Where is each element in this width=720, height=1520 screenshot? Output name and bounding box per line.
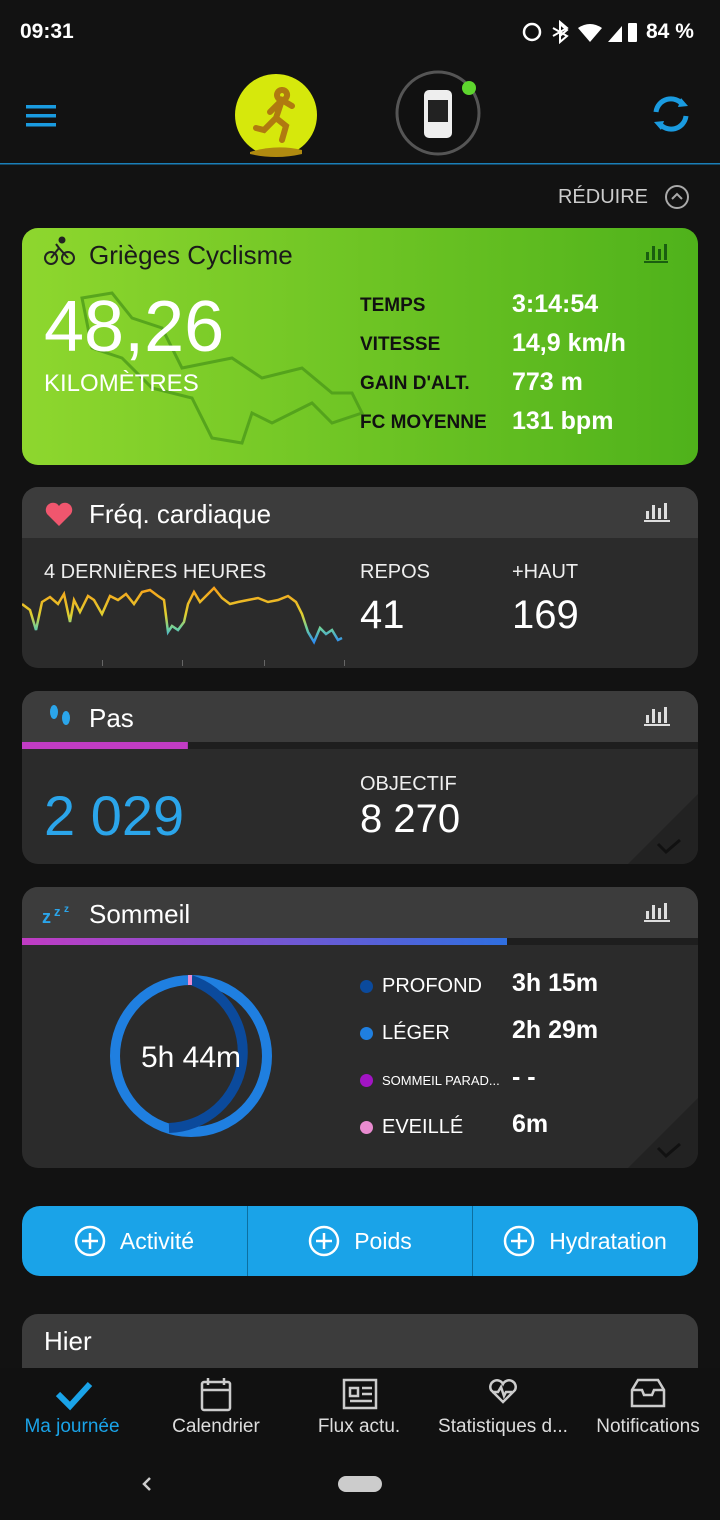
profile-avatar[interactable] bbox=[235, 74, 317, 157]
heart-rate-card[interactable]: Fréq. cardiaque 4 DERNIÈRES HEURES REPOS… bbox=[22, 487, 698, 668]
sleep-stage: PROFOND bbox=[360, 971, 482, 1001]
svg-text:z: z bbox=[42, 907, 51, 925]
stage-value: 6m bbox=[512, 1110, 549, 1138]
nav-item[interactable]: Ma journée bbox=[24, 1416, 120, 1437]
stats-icon[interactable] bbox=[644, 707, 670, 727]
stage-dot bbox=[360, 979, 373, 993]
plus-icon bbox=[503, 1225, 535, 1257]
card-header bbox=[22, 887, 698, 938]
activity-distance-unit: KILOMÈTRES bbox=[44, 370, 199, 397]
goal-label: OBJECTIF bbox=[360, 773, 457, 795]
max-value: 169 bbox=[512, 593, 579, 637]
collapse-icon[interactable] bbox=[664, 184, 690, 210]
nav-item[interactable]: Statistiques d... bbox=[438, 1416, 568, 1437]
steps-icon bbox=[50, 705, 70, 725]
stats-icon[interactable] bbox=[644, 903, 670, 923]
heart-icon bbox=[45, 502, 73, 526]
svg-text:z: z bbox=[64, 904, 69, 915]
steps-progress bbox=[22, 742, 698, 749]
sleep-stage: LÉGER bbox=[360, 1018, 450, 1048]
goal-value: 8 270 bbox=[360, 797, 461, 841]
steps-card[interactable]: Pas 2 029 OBJECTIF 8 270 bbox=[22, 691, 698, 864]
stage-label: EVEILLÉ bbox=[382, 1115, 464, 1138]
activity-decor bbox=[44, 236, 668, 445]
steps-value: 2 029 bbox=[44, 784, 185, 847]
stage-value: 3h 15m bbox=[512, 969, 599, 997]
quick-add-bar: Activité Poids Hydratation bbox=[22, 1206, 698, 1276]
steps-progress-fill bbox=[22, 742, 188, 749]
stat-label: VITESSE bbox=[360, 334, 441, 355]
battery: 84 % bbox=[646, 20, 694, 43]
corner-check bbox=[628, 1098, 698, 1168]
stat-label: FC MOYENNE bbox=[360, 412, 487, 433]
corner-check bbox=[628, 794, 698, 864]
stats-icon[interactable] bbox=[644, 503, 670, 523]
nav-icons bbox=[55, 1378, 666, 1492]
activity-title: Grièges Cyclisme bbox=[89, 240, 293, 270]
yesterday-card[interactable]: Hier bbox=[22, 1314, 698, 1374]
bottom-nav: Ma journée Calendrier Flux actu. Statistiqu… bbox=[0, 1368, 720, 1520]
stage-label: SOMMEIL PARAD... bbox=[382, 1072, 500, 1088]
quick-add-label: Poids bbox=[354, 1227, 412, 1254]
hr-sparkline bbox=[22, 586, 345, 666]
collapse-button[interactable]: RÉDUIRE bbox=[557, 186, 648, 208]
app-bar bbox=[0, 70, 720, 165]
sleep-ring bbox=[110, 975, 272, 1137]
card-title: Fréq. cardiaque bbox=[89, 499, 272, 529]
status-icons bbox=[522, 20, 637, 44]
plus-icon bbox=[308, 1225, 340, 1257]
activity-card[interactable]: Grièges Cyclisme 48,26 KILOMÈTRES TEMPS … bbox=[22, 228, 698, 465]
quick-add-label: Activité bbox=[119, 1227, 195, 1254]
nav-item[interactable]: Flux actu. bbox=[317, 1416, 401, 1437]
menu-button[interactable] bbox=[26, 105, 56, 127]
card-header bbox=[22, 691, 698, 742]
quick-add-button[interactable]: Hydratation bbox=[472, 1206, 697, 1276]
yesterday-title: Hier bbox=[44, 1326, 92, 1356]
quick-add-button[interactable]: Activité bbox=[22, 1206, 246, 1276]
stage-value: 2h 29m bbox=[512, 1016, 599, 1044]
stat-value: 773 m bbox=[512, 368, 583, 396]
stat-label: TEMPS bbox=[360, 295, 426, 316]
stage-dot bbox=[360, 1073, 373, 1087]
device-button[interactable] bbox=[395, 70, 481, 156]
svg-text:z: z bbox=[54, 904, 61, 919]
status-time: 09:31 bbox=[20, 20, 74, 43]
quick-add-label: Hydratation bbox=[549, 1227, 667, 1254]
rest-label: REPOS bbox=[360, 561, 431, 583]
stat-value: 14,9 km/h bbox=[512, 329, 626, 357]
card-title: Pas bbox=[89, 703, 134, 733]
stat-value: 3:14:54 bbox=[512, 290, 599, 318]
card-title: Sommeil bbox=[89, 899, 191, 929]
sleep-total: 5h 44m bbox=[140, 1041, 242, 1074]
stat-value: 131 bpm bbox=[512, 407, 614, 435]
rest-value: 41 bbox=[360, 593, 405, 637]
quick-add-button[interactable]: Poids bbox=[247, 1206, 472, 1276]
stage-label: LÉGER bbox=[382, 1021, 450, 1044]
card-header bbox=[22, 487, 698, 538]
stage-value: - - bbox=[512, 1063, 536, 1091]
stage-dot bbox=[360, 1026, 373, 1040]
stage-dot bbox=[360, 1120, 373, 1134]
nav-item[interactable]: Notifications bbox=[596, 1416, 700, 1437]
sync-button[interactable] bbox=[653, 96, 689, 132]
hr-period: 4 DERNIÈRES HEURES bbox=[44, 561, 267, 583]
sleep-progress bbox=[22, 938, 698, 945]
sleep-stage: SOMMEIL PARAD... bbox=[360, 1065, 500, 1095]
nav-item[interactable]: Calendrier bbox=[172, 1416, 260, 1437]
max-label: +HAUT bbox=[512, 561, 579, 583]
activity-distance: 48,26 bbox=[44, 287, 225, 367]
plus-icon bbox=[74, 1225, 106, 1257]
stage-label: PROFOND bbox=[382, 974, 482, 997]
stat-label: GAIN D'ALT. bbox=[360, 373, 470, 394]
sleep-stage: EVEILLÉ bbox=[360, 1112, 463, 1142]
